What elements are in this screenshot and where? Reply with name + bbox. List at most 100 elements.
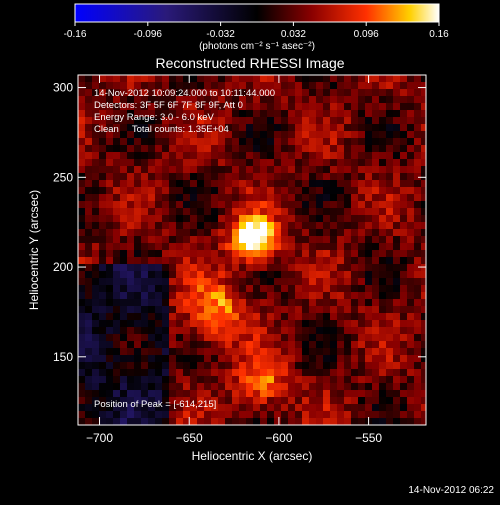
- heatmap-cell: [190, 348, 198, 356]
- heatmap-cell: [344, 418, 352, 425]
- heatmap-cell: [218, 355, 226, 363]
- heatmap-cell: [414, 187, 422, 195]
- heatmap-cell: [204, 355, 212, 363]
- heatmap-cell: [155, 355, 163, 363]
- heatmap-cell: [330, 278, 338, 286]
- heatmap-cell: [190, 250, 198, 258]
- heatmap-cell: [78, 327, 86, 335]
- heatmap-cell: [127, 278, 135, 286]
- heatmap-cell: [113, 173, 121, 181]
- heatmap-cell: [400, 376, 408, 384]
- heatmap-cell: [120, 103, 128, 111]
- heatmap-cell: [176, 173, 184, 181]
- heatmap-cell: [239, 327, 247, 335]
- heatmap-cell: [260, 334, 268, 342]
- heatmap-cell: [309, 383, 317, 391]
- heatmap-cell: [225, 173, 233, 181]
- heatmap-cell: [351, 75, 359, 83]
- heatmap-cell: [365, 229, 373, 237]
- heatmap-cell: [407, 376, 415, 384]
- heatmap-cell: [197, 131, 205, 139]
- heatmap-cell: [141, 208, 149, 216]
- heatmap-cell: [337, 257, 345, 265]
- heatmap-cell: [295, 229, 303, 237]
- heatmap-cell: [141, 229, 149, 237]
- heatmap-cell: [197, 341, 205, 349]
- heatmap-cell: [148, 208, 156, 216]
- heatmap-cell: [330, 411, 338, 419]
- heatmap-cell: [267, 390, 275, 398]
- heatmap-cell: [127, 257, 135, 265]
- heatmap-cell: [267, 334, 275, 342]
- heatmap-cell: [414, 362, 422, 370]
- heatmap-cell: [99, 201, 107, 209]
- heatmap-cell: [316, 264, 324, 272]
- heatmap-cell: [260, 124, 268, 132]
- heatmap-cell: [281, 362, 289, 370]
- heatmap-cell: [85, 208, 93, 216]
- heatmap-cell: [316, 404, 324, 412]
- heatmap-cell: [295, 124, 303, 132]
- heatmap-cell: [162, 341, 170, 349]
- heatmap-cell: [162, 264, 170, 272]
- heatmap-cell: [407, 187, 415, 195]
- heatmap-cell: [407, 117, 415, 125]
- heatmap-cell: [183, 369, 191, 377]
- heatmap-cell: [85, 152, 93, 160]
- heatmap-cell: [253, 110, 261, 118]
- heatmap-cell: [127, 404, 135, 412]
- heatmap-cell: [330, 180, 338, 188]
- heatmap-cell: [162, 348, 170, 356]
- plot-frame: [77, 74, 427, 426]
- heatmap-cell: [267, 411, 275, 419]
- heatmap-cell: [134, 397, 142, 405]
- heatmap-cell: [253, 243, 261, 251]
- heatmap-cell: [218, 264, 226, 272]
- heatmap-cell: [246, 96, 254, 104]
- heatmap-cell: [400, 264, 408, 272]
- heatmap-cell: [225, 341, 233, 349]
- heatmap-cell: [365, 117, 373, 125]
- heatmap-cell: [386, 334, 394, 342]
- heatmap-cell: [225, 103, 233, 111]
- heatmap-cell: [330, 397, 338, 405]
- heatmap-cell: [281, 187, 289, 195]
- heatmap-cell: [218, 243, 226, 251]
- heatmap-cell: [155, 299, 163, 307]
- heatmap-cell: [92, 376, 100, 384]
- heatmap-cell: [407, 110, 415, 118]
- heatmap-cell: [274, 348, 282, 356]
- x-tick-label: −650: [176, 431, 203, 445]
- heatmap-cell: [337, 397, 345, 405]
- heatmap-cell: [155, 145, 163, 153]
- heatmap-cell: [99, 369, 107, 377]
- heatmap-cell: [372, 390, 380, 398]
- heatmap-cell: [295, 320, 303, 328]
- heatmap-cell: [211, 222, 219, 230]
- heatmap-cell: [190, 166, 198, 174]
- heatmap-cell: [239, 278, 247, 286]
- heatmap-cell: [148, 187, 156, 195]
- heatmap-cell: [106, 152, 114, 160]
- heatmap-cell: [169, 278, 177, 286]
- heatmap-cell: [330, 404, 338, 412]
- heatmap-cell: [92, 117, 100, 125]
- heatmap-cell: [92, 215, 100, 223]
- heatmap-cell: [141, 383, 149, 391]
- heatmap-cell: [302, 201, 310, 209]
- heatmap-cell: [400, 383, 408, 391]
- heatmap-cell: [106, 180, 114, 188]
- heatmap-cell: [211, 82, 219, 90]
- heatmap-cell: [120, 348, 128, 356]
- heatmap-cell: [302, 348, 310, 356]
- heatmap-cell: [204, 390, 212, 398]
- heatmap-cell: [260, 397, 268, 405]
- heatmap-cell: [379, 166, 387, 174]
- heatmap-cell: [372, 271, 380, 279]
- heatmap-cell: [225, 327, 233, 335]
- heatmap-cell: [309, 292, 317, 300]
- heatmap-cell: [232, 201, 240, 209]
- heatmap-cell: [204, 152, 212, 160]
- heatmap-cell: [106, 397, 114, 405]
- heatmap-cell: [316, 201, 324, 209]
